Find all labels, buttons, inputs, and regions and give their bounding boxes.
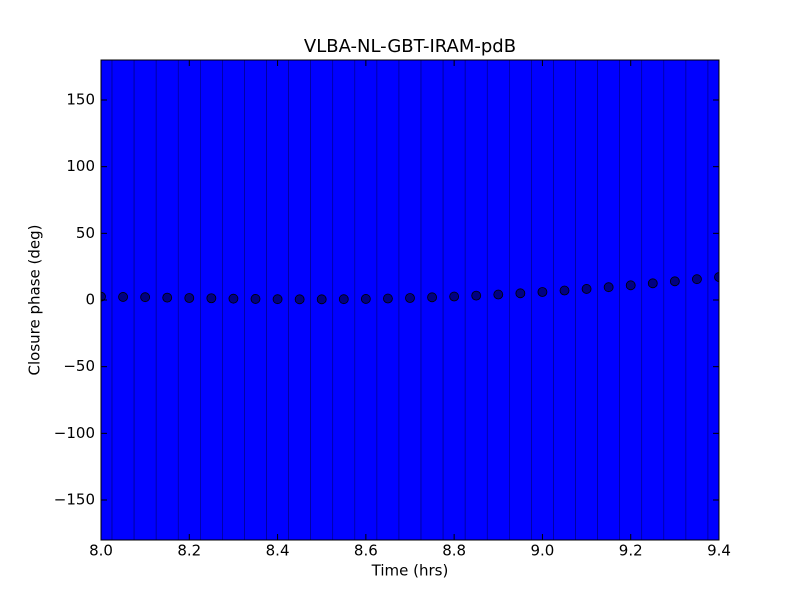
data-point (692, 274, 702, 285)
data-point (294, 294, 305, 305)
data-point (162, 292, 173, 303)
data-point (471, 290, 482, 301)
y-axis-label: Closure phase (deg) (26, 225, 44, 376)
data-point (449, 291, 460, 302)
y-tick-label: 100 (66, 157, 95, 175)
data-point (316, 294, 327, 305)
y-tick-label: 0 (85, 291, 95, 309)
data-point (250, 294, 261, 304)
x-axis-label: Time (hrs) (371, 562, 449, 580)
x-tick-label: 8.6 (354, 542, 378, 560)
data-point (184, 293, 195, 303)
data-point (559, 285, 570, 296)
y-tick-label: −50 (63, 357, 95, 375)
data-point (714, 272, 719, 282)
x-tick-label: 8.0 (89, 542, 113, 560)
data-point (581, 284, 592, 294)
data-point (206, 293, 217, 304)
x-tick-label: 8.2 (177, 542, 201, 560)
y-tick-label: −150 (54, 491, 95, 509)
data-point (118, 292, 128, 302)
x-tick-label: 8.8 (442, 542, 466, 560)
data-point (272, 294, 283, 305)
data-point (228, 293, 239, 304)
data-point (493, 289, 504, 300)
data-point (405, 293, 415, 303)
data-point (360, 294, 371, 304)
data-point (427, 292, 437, 303)
data-point (515, 288, 526, 299)
data-point (383, 293, 393, 304)
x-tick-label: 8.4 (266, 542, 290, 560)
y-tick-label: −100 (54, 424, 95, 442)
x-tick-label: 9.0 (530, 542, 554, 560)
data-point (338, 294, 349, 305)
x-tick-label: 9.4 (707, 542, 731, 560)
data-point (101, 291, 106, 302)
x-tick-label: 9.2 (619, 542, 643, 560)
y-tick-label: 150 (66, 91, 95, 109)
data-point (537, 287, 548, 297)
data-point (603, 282, 614, 293)
data-point (647, 278, 658, 289)
data-point (625, 280, 636, 291)
plot-area (101, 60, 719, 540)
data-point (669, 276, 680, 287)
data-point (140, 292, 151, 303)
chart-title: VLBA-NL-GBT-IRAM-pdB (304, 36, 516, 57)
y-tick-label: 50 (76, 224, 95, 242)
